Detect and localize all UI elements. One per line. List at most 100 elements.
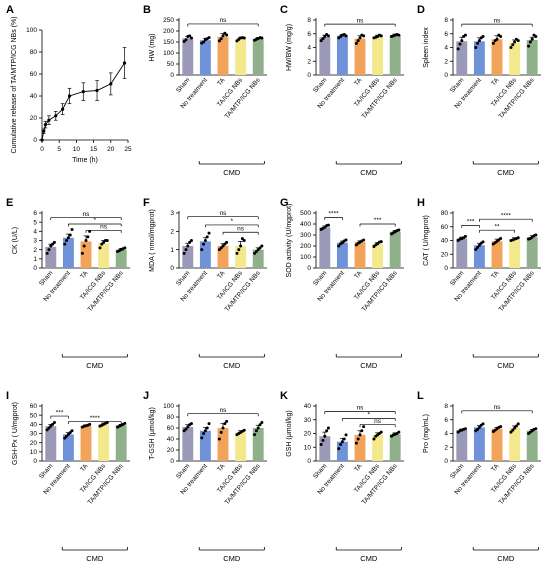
category-label: Sham [175,270,191,288]
bar-3 [509,42,521,75]
data-point [189,36,193,40]
y-axis-label: GSH (μmol/kg) [286,410,293,456]
bar-3 [372,434,384,461]
y-tick-label: 60 [30,403,38,410]
data-point [509,46,513,49]
data-point [100,242,104,246]
bar-1 [199,40,211,75]
y-tick-label: 50 [167,61,175,68]
cmd-label: CMD [223,168,241,177]
data-point [102,240,106,244]
data-point [52,421,56,424]
data-point [379,240,383,244]
data-point [205,235,209,239]
bar-4 [252,428,264,461]
y-axis-label: MDA ( nmol/mgprot) [149,209,156,272]
y-tick-label: 100 [163,403,174,410]
y-tick-label: 2 [307,58,311,65]
data-point [202,432,206,435]
data-point [260,36,264,40]
panel-letter: F [143,197,150,209]
bar-3 [509,239,521,268]
panel-letter: D [417,4,425,16]
data-point [51,242,55,246]
bar-3 [235,432,247,461]
y-tick-label: 0 [170,265,174,272]
sig-label: ns [220,407,228,414]
bar-1 [336,441,348,461]
data-point [221,244,225,248]
panel-a: A 0 20 40 60 80 100 0 5 10 15 20 25 Time (h) Cumulativ… [6,4,132,164]
cmd-label: CMD [223,554,241,563]
bar-0 [319,37,331,75]
bar-4 [115,425,127,461]
y-axis-label: SOD activity (U/mgprot) [286,204,293,278]
data-point [207,36,211,40]
data-point [225,33,229,37]
y-tick-label: 1 [33,256,37,263]
y-tick-label: 200 [300,243,311,250]
y-axis-label: GSH-Px ( U/mgprot) [12,402,19,465]
y-tick-label: 300 [300,232,311,239]
data-point [499,425,503,429]
y-tick-label: 20 [30,440,38,447]
data-point [184,427,188,431]
sig-label: **** [501,212,512,219]
data-point [530,37,534,41]
y-tick-label: 6 [444,31,448,38]
data-point [82,244,86,248]
data-point [514,424,518,428]
y-tick-label: 20 [441,251,449,258]
bar-1 [336,242,348,268]
data-point [49,424,53,428]
data-point [477,425,481,429]
sig-label: ns [357,17,365,24]
data-point [456,47,460,51]
bar-3 [98,243,110,268]
bar-3 [235,246,247,268]
y-tick-label: 6 [33,210,37,217]
panel-letter: H [417,197,425,209]
y-tick-label: 6 [307,31,311,38]
bar-3 [235,38,247,75]
data-point [70,429,74,433]
data-point [379,34,383,38]
data-point [184,248,188,252]
data-point [65,434,69,438]
y-tick-label: 3 [33,238,37,245]
y-tick-label: 0 [444,265,448,272]
bar-0 [182,246,194,268]
data-point [516,236,520,240]
data-point [253,433,257,437]
y-tick-label: 0 [33,137,37,144]
data-point [256,248,260,252]
data-point [47,118,51,122]
y-tick-label: 250 [163,17,174,24]
data-point [217,437,221,441]
y-tick-label: 40 [30,93,38,100]
data-point [474,46,478,49]
data-point [223,242,227,246]
y-tick-label: 4 [444,45,448,52]
data-point [200,248,204,252]
data-point [98,246,102,250]
bar-2 [354,434,366,461]
data-point [256,426,260,430]
x-tick-label: 25 [124,146,132,153]
data-point [337,447,341,451]
data-point [258,246,262,250]
sig-label: * [94,217,97,224]
data-point [45,251,49,255]
category-label: TA [490,269,501,280]
data-point [81,90,85,94]
x-tick-label: 5 [57,146,61,153]
data-point [354,441,358,445]
sig-label: * [368,412,371,419]
data-point [207,422,211,426]
data-point [260,421,264,424]
bar-1 [473,41,485,75]
bar-3 [98,424,110,461]
data-point [188,34,192,38]
y-tick-label: 150 [163,39,174,46]
